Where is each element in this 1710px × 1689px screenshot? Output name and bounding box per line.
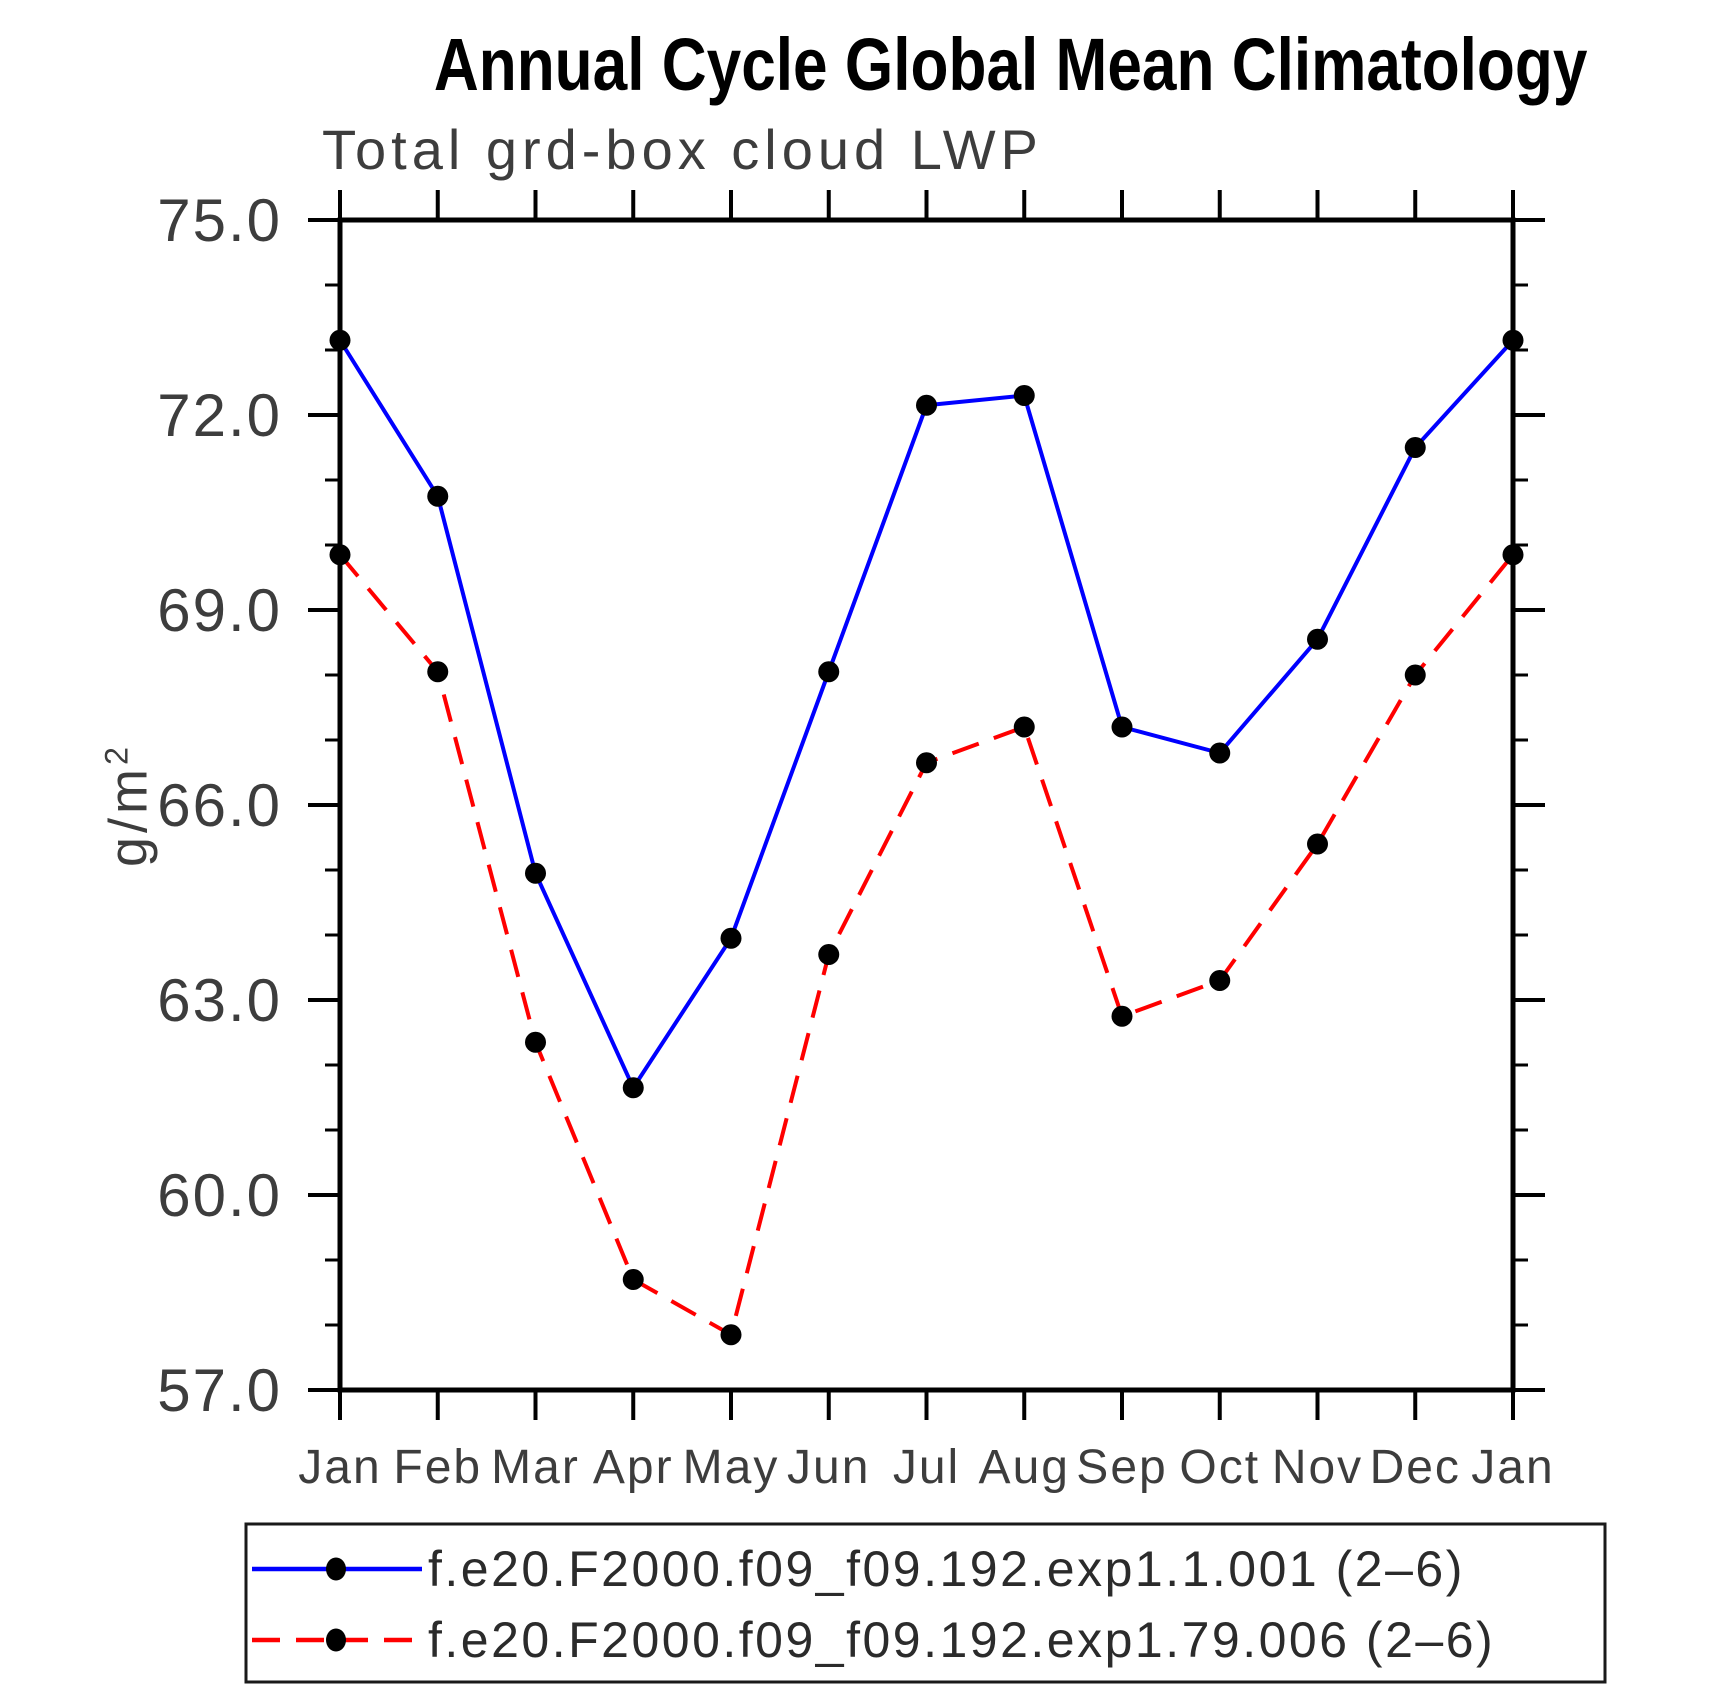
x-tick-label: May: [683, 1441, 780, 1494]
data-point-marker: [1307, 628, 1328, 650]
series-line-2: [338, 553, 1515, 1338]
y-tick-label: 63.0: [157, 967, 282, 1034]
legend-box: [244, 1522, 1607, 1684]
chart-subtitle: Total grd-box cloud LWP: [322, 118, 1043, 181]
x-tick-label: Sep: [1076, 1441, 1167, 1494]
data-point-marker: [1209, 742, 1231, 764]
legend-label-series-1: f.e20.F2000.f09_f09.192.exp1.1.001 (2–6): [428, 1541, 1465, 1597]
data-point-marker: [1013, 716, 1035, 738]
x-tick-label: Dec: [1370, 1441, 1461, 1494]
legend-sample-marker: [326, 1557, 346, 1581]
data-point-marker: [1013, 385, 1035, 406]
data-point-marker: [818, 661, 840, 683]
y-tick-label: 72.0: [157, 382, 282, 449]
data-point-marker: [1111, 1005, 1133, 1027]
data-point-marker: [720, 1324, 742, 1346]
x-tick-label: Jan: [1471, 1441, 1554, 1494]
data-point-marker: [916, 752, 937, 774]
y-tick-label: 60.0: [157, 1162, 282, 1229]
x-tick-label: Feb: [393, 1441, 482, 1494]
data-point-marker: [1404, 664, 1426, 686]
data-point-marker: [1209, 970, 1231, 991]
x-tick-label: Jun: [787, 1441, 870, 1494]
data-point-marker: [1502, 329, 1524, 351]
y-tick-label: 69.0: [157, 577, 282, 644]
data-point-marker: [622, 1077, 644, 1099]
data-point-marker: [329, 329, 351, 351]
data-point-marker: [916, 394, 937, 416]
chart-title: Annual Cycle Global Mean Climatology: [433, 23, 1588, 106]
data-point-marker: [1111, 716, 1133, 738]
data-point-marker: [720, 927, 742, 949]
data-point-marker: [427, 661, 449, 683]
data-point-marker: [1307, 833, 1328, 855]
x-tick-label: Jul: [893, 1441, 960, 1494]
y-axis-title: g/m2: [98, 742, 159, 868]
data-point-marker: [329, 544, 351, 566]
x-tick-label: Oct: [1179, 1441, 1260, 1494]
x-tick-label: Aug: [979, 1441, 1070, 1494]
x-tick-label: Jan: [298, 1441, 381, 1494]
data-point-marker: [1404, 437, 1426, 458]
x-tick-label: Nov: [1272, 1441, 1363, 1494]
y-tick-label: 66.0: [157, 772, 282, 839]
legend-label-series-2: f.e20.F2000.f09_f09.192.exp1.79.006 (2–6…: [428, 1612, 1496, 1668]
y-tick-label: 57.0: [157, 1357, 282, 1424]
data-point-marker: [818, 944, 840, 965]
data-point-marker: [525, 862, 546, 884]
x-tick-label: Mar: [491, 1441, 580, 1494]
data-point-marker: [622, 1269, 644, 1290]
legend-sample-marker: [326, 1628, 346, 1652]
data-point-marker: [427, 485, 449, 507]
data-point-marker: [1502, 544, 1524, 566]
y-tick-label: 75.0: [157, 187, 282, 254]
data-point-marker: [525, 1031, 546, 1053]
x-tick-label: Apr: [593, 1441, 674, 1494]
